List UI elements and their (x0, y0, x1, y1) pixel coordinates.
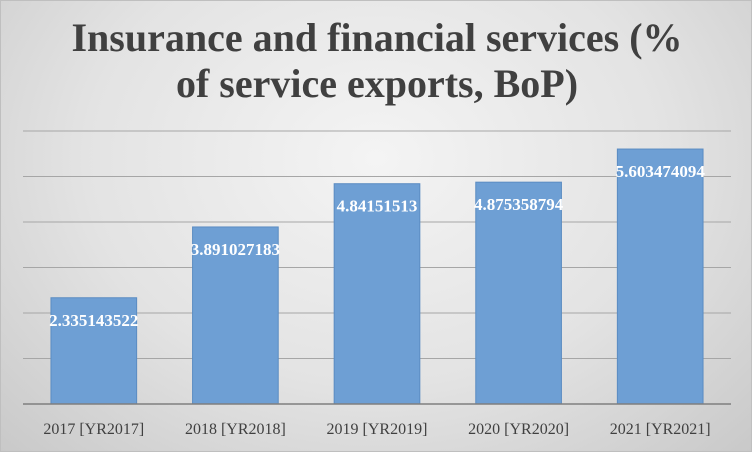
x-tick-label: 2017 [YR2017] (43, 421, 144, 438)
chart-title-line-2: of service exports, BoP) (175, 61, 579, 106)
bar (475, 181, 562, 405)
data-label: 4.875358794 (474, 195, 564, 214)
bar (192, 226, 279, 405)
x-tick-label: 2021 [YR2021] (610, 421, 711, 438)
bar (50, 297, 138, 405)
bar (333, 183, 421, 405)
data-label: 5.603474094 (616, 162, 706, 181)
x-tick-label: 2018 [YR2018] (185, 421, 286, 438)
x-tick-label: 2020 [YR2020] (468, 421, 569, 438)
chart-title: Insurance and financial services (% of s… (1, 15, 751, 107)
x-tick-label: 2019 [YR2019] (327, 421, 428, 438)
data-label: 2.335143522 (49, 311, 138, 330)
data-label: 3.891027183 (191, 240, 280, 259)
chart-title-line-1: Insurance and financial services (% (71, 15, 683, 60)
data-label: 4.84151513 (337, 197, 418, 216)
bar (616, 148, 704, 405)
